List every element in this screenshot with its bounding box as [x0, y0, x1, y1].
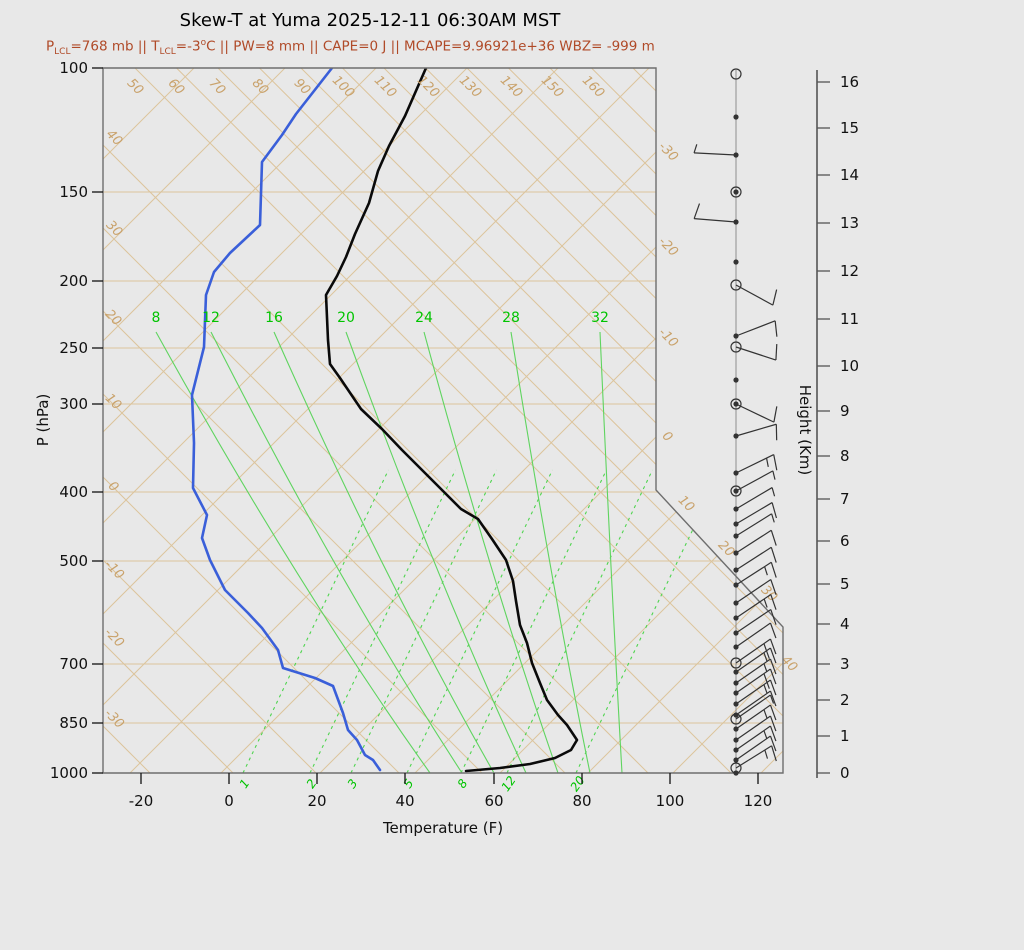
svg-text:10: 10 [840, 357, 859, 375]
svg-text:-20: -20 [129, 792, 154, 810]
svg-text:12: 12 [840, 262, 859, 280]
svg-text:1: 1 [237, 777, 253, 791]
svg-text:-10: -10 [655, 325, 681, 351]
svg-text:15: 15 [840, 119, 859, 137]
svg-text:20: 20 [337, 310, 355, 326]
svg-text:200: 200 [59, 272, 88, 290]
svg-text:100: 100 [59, 59, 88, 77]
svg-text:110: 110 [371, 73, 399, 101]
svg-text:3: 3 [345, 777, 361, 791]
svg-text:12: 12 [202, 310, 220, 326]
svg-text:70: 70 [206, 76, 228, 98]
svg-text:8: 8 [152, 310, 161, 326]
subtitle-part: =768 mb || T [70, 38, 160, 55]
svg-text:50: 50 [124, 76, 146, 98]
svg-text:20: 20 [567, 773, 587, 794]
svg-text:250: 250 [59, 339, 88, 357]
svg-text:130: 130 [456, 73, 484, 101]
svg-text:300: 300 [59, 395, 88, 413]
svg-text:60: 60 [484, 792, 503, 810]
subtitle-part: o [200, 38, 207, 48]
svg-text:9: 9 [840, 402, 850, 420]
svg-text:10: 10 [102, 391, 124, 413]
temperature-curve [324, 68, 579, 773]
plot-grid [103, 68, 783, 773]
height-axis-title: Height (Km) [796, 385, 814, 476]
pressure-axis: 100 150 200 250 300 400 500 700 850 1000 P (hPa) [34, 59, 103, 782]
svg-text:150: 150 [59, 183, 88, 201]
svg-text:100: 100 [329, 73, 357, 101]
svg-text:40: 40 [103, 127, 125, 149]
chart-title: Skew-T at Yuma 2025-12-11 06:30AM MST [179, 10, 561, 31]
svg-text:80: 80 [572, 792, 591, 810]
svg-text:5: 5 [401, 777, 417, 791]
isotherm-lines [103, 68, 783, 773]
dry-adiabat-lines [103, 68, 783, 773]
temperature-axis-title: Temperature (F) [382, 819, 503, 837]
svg-text:150: 150 [538, 73, 566, 101]
mixing-ratio-lines [242, 469, 722, 773]
svg-text:20: 20 [307, 792, 326, 810]
svg-text:-20: -20 [101, 625, 127, 651]
subtitle-part: =-3 [175, 38, 201, 55]
pressure-axis-title: P (hPa) [34, 394, 52, 447]
svg-text:160: 160 [579, 73, 607, 101]
svg-text:40: 40 [778, 653, 800, 675]
svg-text:700: 700 [59, 655, 88, 673]
svg-text:40: 40 [395, 792, 414, 810]
svg-text:60: 60 [165, 76, 187, 98]
moisture-labels: 8 12 16 20 24 28 321 2 3 5 8 12 20 [152, 310, 609, 794]
isobar-lines [103, 191, 783, 724]
subtitle-part: C || PW=8 mm || CAPE=0 J || MCAPE=9.9692… [206, 38, 655, 55]
subtitle-part: LCL [159, 47, 176, 58]
svg-text:0: 0 [840, 764, 850, 782]
svg-text:100: 100 [656, 792, 685, 810]
svg-text:16: 16 [265, 310, 283, 326]
svg-text:10: 10 [675, 493, 697, 515]
svg-text:80: 80 [249, 76, 271, 98]
svg-text:120: 120 [744, 792, 773, 810]
svg-text:16: 16 [840, 73, 859, 91]
wind-barb-column [693, 68, 778, 776]
moist-adiabat-curves [155, 331, 623, 773]
svg-text:6: 6 [840, 532, 850, 550]
svg-text:14: 14 [840, 166, 859, 184]
svg-text:3: 3 [840, 655, 850, 673]
svg-text:850: 850 [59, 714, 88, 732]
svg-text:-20: -20 [655, 234, 681, 260]
svg-text:24: 24 [415, 310, 433, 326]
svg-text:1000: 1000 [50, 764, 88, 782]
svg-text:2: 2 [840, 691, 850, 709]
svg-text:8: 8 [455, 776, 471, 791]
svg-text:32: 32 [591, 310, 609, 326]
svg-text:-30: -30 [655, 139, 681, 165]
svg-text:30: 30 [103, 218, 125, 240]
svg-text:1: 1 [840, 727, 850, 745]
svg-text:0: 0 [659, 429, 675, 445]
svg-text:500: 500 [59, 552, 88, 570]
svg-text:28: 28 [502, 310, 520, 326]
svg-text:0: 0 [224, 792, 234, 810]
svg-text:11: 11 [840, 310, 859, 328]
svg-text:13: 13 [840, 214, 859, 232]
svg-text:400: 400 [59, 483, 88, 501]
chart-subtitle-parameters: PLCL=768 mb || TLCL=-3oC || PW=8 mm || C… [46, 38, 655, 57]
svg-text:7: 7 [840, 490, 850, 508]
svg-text:8: 8 [840, 447, 850, 465]
subtitle-part: P [46, 38, 55, 55]
svg-text:20: 20 [102, 307, 124, 329]
svg-text:12: 12 [498, 773, 518, 794]
svg-text:140: 140 [497, 73, 525, 101]
subtitle-part: LCL [54, 47, 71, 58]
dewpoint-curve [190, 68, 382, 772]
svg-text:4: 4 [840, 615, 850, 633]
svg-text:5: 5 [840, 575, 850, 593]
